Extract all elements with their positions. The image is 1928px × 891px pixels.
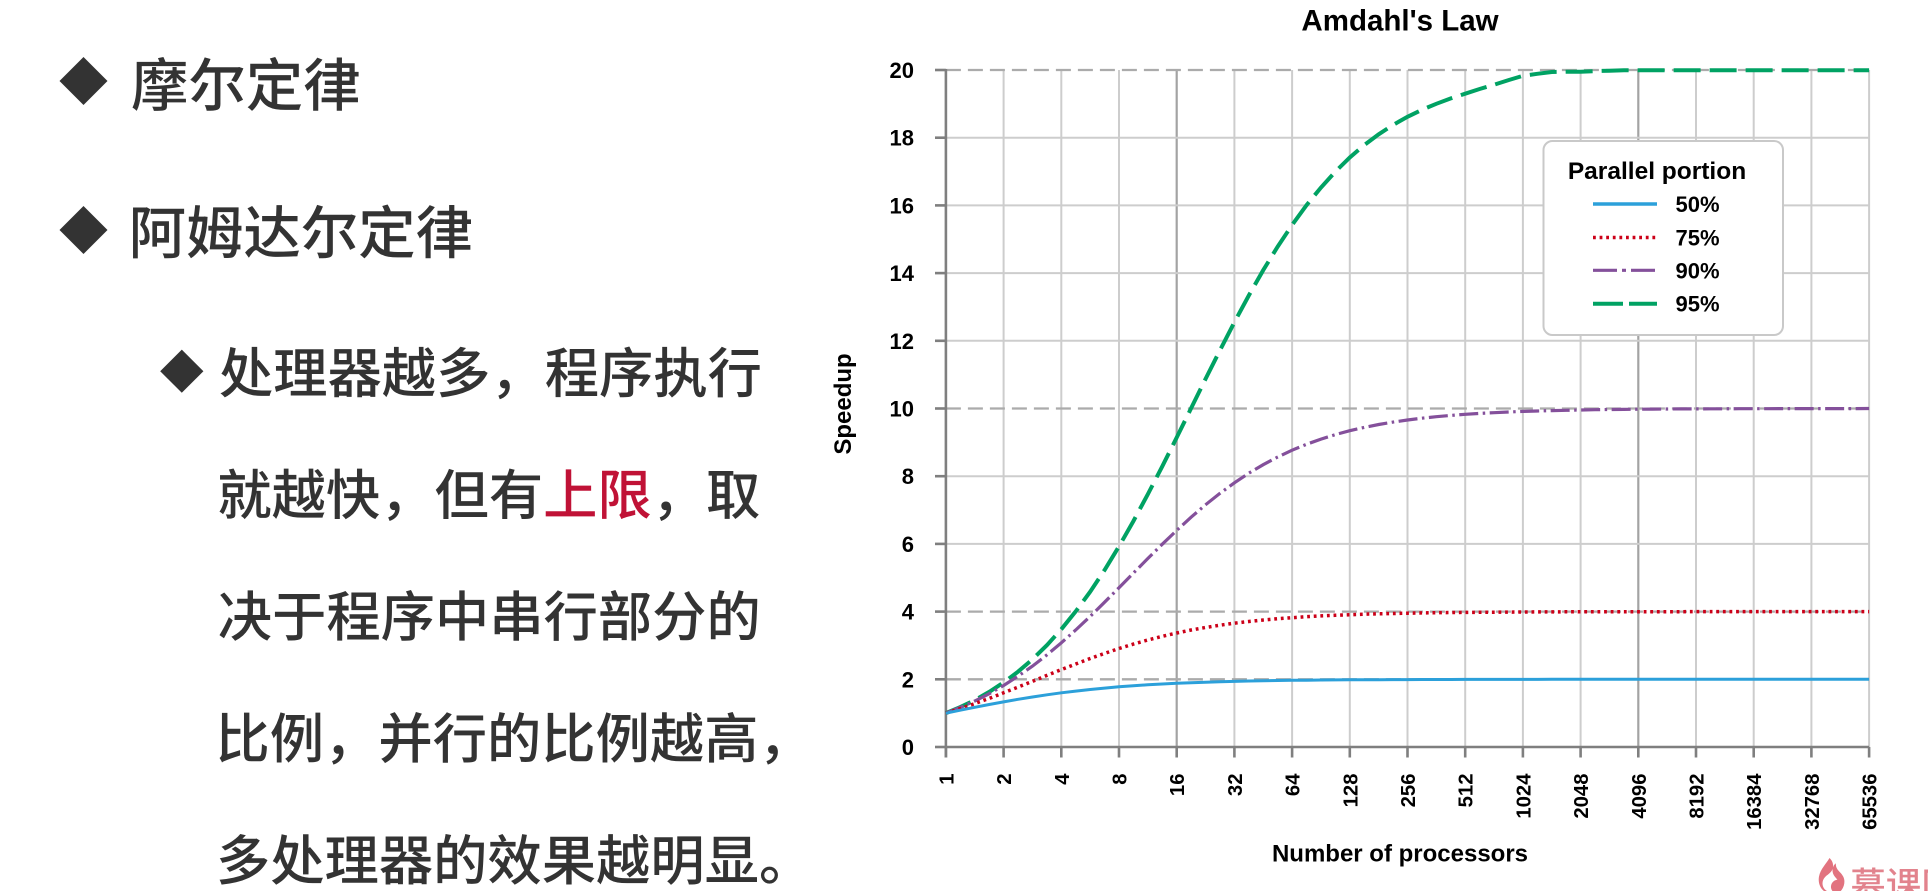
svg-text:95%: 95% bbox=[1676, 292, 1720, 317]
svg-text:4096: 4096 bbox=[1629, 774, 1651, 819]
svg-text:6: 6 bbox=[902, 532, 914, 557]
svg-text:2048: 2048 bbox=[1571, 774, 1593, 819]
svg-text:16: 16 bbox=[890, 193, 914, 218]
svg-text:2: 2 bbox=[994, 774, 1016, 785]
svg-text:64: 64 bbox=[1283, 773, 1305, 796]
svg-text:50%: 50% bbox=[1676, 192, 1720, 217]
svg-text:Parallel portion: Parallel portion bbox=[1568, 158, 1746, 185]
svg-text:Number of processors: Number of processors bbox=[1272, 841, 1528, 868]
svg-text:8192: 8192 bbox=[1687, 774, 1709, 819]
svg-text:128: 128 bbox=[1340, 774, 1362, 808]
svg-text:32768: 32768 bbox=[1802, 774, 1824, 830]
svg-text:4: 4 bbox=[902, 600, 915, 625]
svg-text:10: 10 bbox=[890, 397, 914, 422]
svg-text:8: 8 bbox=[1110, 774, 1132, 785]
svg-text:16: 16 bbox=[1167, 774, 1189, 797]
svg-text:75%: 75% bbox=[1676, 226, 1720, 251]
svg-text:1024: 1024 bbox=[1513, 773, 1535, 819]
svg-text:16384: 16384 bbox=[1744, 773, 1766, 830]
svg-text:20: 20 bbox=[890, 58, 914, 83]
svg-text:65536: 65536 bbox=[1860, 774, 1882, 830]
svg-text:256: 256 bbox=[1398, 774, 1420, 808]
svg-text:14: 14 bbox=[890, 261, 915, 286]
svg-text:Speedup: Speedup bbox=[830, 353, 857, 454]
svg-text:2: 2 bbox=[902, 667, 914, 692]
svg-text:18: 18 bbox=[890, 126, 914, 151]
svg-text:512: 512 bbox=[1456, 774, 1478, 808]
svg-text:32: 32 bbox=[1225, 774, 1247, 797]
svg-text:4: 4 bbox=[1052, 773, 1074, 785]
svg-text:Amdahl's Law: Amdahl's Law bbox=[1301, 4, 1498, 37]
svg-text:0: 0 bbox=[902, 735, 914, 760]
svg-text:1: 1 bbox=[936, 774, 958, 785]
svg-text:8: 8 bbox=[902, 464, 914, 489]
svg-text:12: 12 bbox=[890, 329, 914, 354]
svg-text:90%: 90% bbox=[1676, 258, 1720, 283]
